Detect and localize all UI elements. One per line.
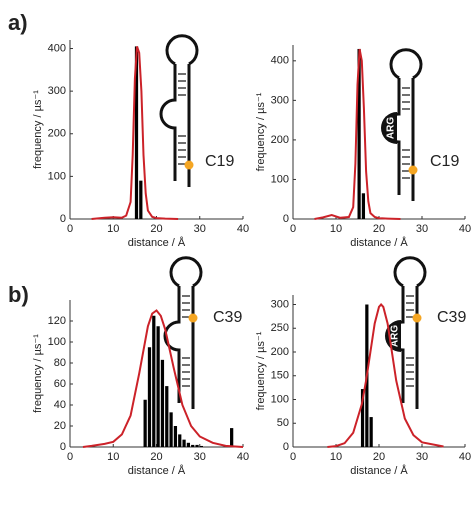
ligand-label: ARG: [386, 117, 397, 139]
y-tick-label: 100: [48, 170, 66, 182]
bar: [156, 326, 160, 447]
panel-label: a): [8, 10, 28, 35]
bar: [165, 386, 169, 447]
y-tick-label: 0: [283, 441, 289, 453]
fit-curve: [314, 48, 401, 220]
x-axis-label: distance / Å: [128, 236, 186, 249]
label-dot: [188, 313, 198, 323]
x-tick-label: 0: [67, 451, 73, 463]
y-tick-label: 300: [271, 298, 289, 310]
x-tick-label: 10: [107, 451, 119, 463]
ligand-label: ARG: [390, 325, 401, 347]
y-tick-label: 120: [48, 315, 66, 327]
y-tick-label: 40: [54, 399, 66, 411]
y-tick-label: 200: [48, 128, 66, 140]
bar: [230, 428, 234, 447]
y-tick-label: 100: [271, 393, 289, 405]
x-tick-label: 20: [150, 223, 162, 235]
hairpin-loop: [393, 256, 427, 288]
x-tick-label: 40: [459, 451, 471, 463]
y-tick-label: 50: [277, 417, 289, 429]
label-dot: [412, 313, 422, 323]
y-tick-label: 200: [271, 134, 289, 146]
bar: [361, 193, 366, 219]
ligand-shape: [381, 112, 397, 144]
x-tick-label: 30: [416, 451, 428, 463]
panel-label: b): [8, 282, 29, 307]
y-tick-label: 250: [271, 322, 289, 334]
x-tick-label: 40: [459, 223, 471, 235]
y-tick-label: 150: [271, 370, 289, 382]
bar: [186, 442, 191, 447]
x-tick-label: 10: [330, 451, 342, 463]
fit-curve: [91, 46, 179, 220]
y-tick-label: 0: [283, 213, 289, 225]
y-tick-label: 60: [54, 378, 66, 390]
x-tick-label: 10: [107, 223, 119, 235]
strand-bulge: [159, 64, 177, 181]
y-axis-label: frequency / µs⁻¹: [32, 90, 44, 169]
y-tick-label: 200: [271, 346, 289, 358]
label-annotation: C19: [430, 153, 459, 170]
bar: [173, 426, 178, 447]
bar: [152, 315, 156, 447]
rna-diagram: [163, 256, 203, 409]
x-tick-label: 0: [290, 451, 296, 463]
hairpin-loop: [169, 256, 203, 288]
label-annotation: C39: [213, 309, 242, 326]
hairpin-loop: [389, 48, 423, 80]
x-tick-label: 20: [150, 451, 162, 463]
x-axis-label: distance / Å: [350, 236, 408, 249]
x-tick-label: 30: [194, 451, 206, 463]
bar: [369, 417, 373, 447]
hairpin-loop: [165, 34, 199, 66]
y-axis-label: frequency / µs⁻¹: [255, 331, 267, 410]
x-tick-label: 0: [67, 223, 73, 235]
x-tick-label: 20: [373, 451, 385, 463]
label-annotation: C39: [437, 309, 466, 326]
bar: [360, 389, 365, 447]
y-tick-label: 100: [48, 336, 66, 348]
y-tick-label: 300: [271, 94, 289, 106]
fit-curve: [327, 303, 444, 448]
x-tick-label: 40: [237, 223, 249, 235]
y-tick-label: 0: [60, 441, 66, 453]
bar: [143, 399, 147, 447]
label-annotation: C19: [205, 153, 234, 170]
bar: [195, 444, 199, 447]
label-dot: [408, 165, 418, 175]
x-axis-label: distance / Å: [128, 464, 186, 477]
bar: [182, 439, 186, 447]
label-dot: [184, 160, 194, 170]
x-tick-label: 40: [237, 451, 249, 463]
x-axis-label: distance / Å: [350, 464, 408, 477]
bar: [191, 444, 195, 447]
x-tick-label: 0: [290, 223, 296, 235]
y-tick-label: 0: [60, 213, 66, 225]
bar: [199, 445, 203, 447]
x-tick-label: 30: [416, 223, 428, 235]
y-tick-label: 300: [48, 85, 66, 97]
x-tick-label: 30: [194, 223, 206, 235]
bar: [178, 434, 182, 447]
x-tick-label: 10: [330, 223, 342, 235]
y-tick-label: 400: [271, 55, 289, 67]
y-tick-label: 80: [54, 357, 66, 369]
strand-bulge: [163, 286, 181, 403]
bar: [147, 347, 152, 447]
bar: [169, 412, 173, 447]
bar: [134, 46, 139, 220]
bar: [139, 180, 143, 219]
y-tick-label: 20: [54, 420, 66, 432]
y-tick-label: 400: [48, 42, 66, 54]
y-tick-label: 100: [271, 173, 289, 185]
y-axis-label: frequency / µs⁻¹: [32, 334, 44, 413]
bar: [160, 359, 165, 447]
bar: [357, 48, 361, 219]
fit-curve: [82, 309, 244, 448]
y-axis-label: frequency / µs⁻¹: [255, 92, 267, 171]
x-tick-label: 20: [373, 223, 385, 235]
